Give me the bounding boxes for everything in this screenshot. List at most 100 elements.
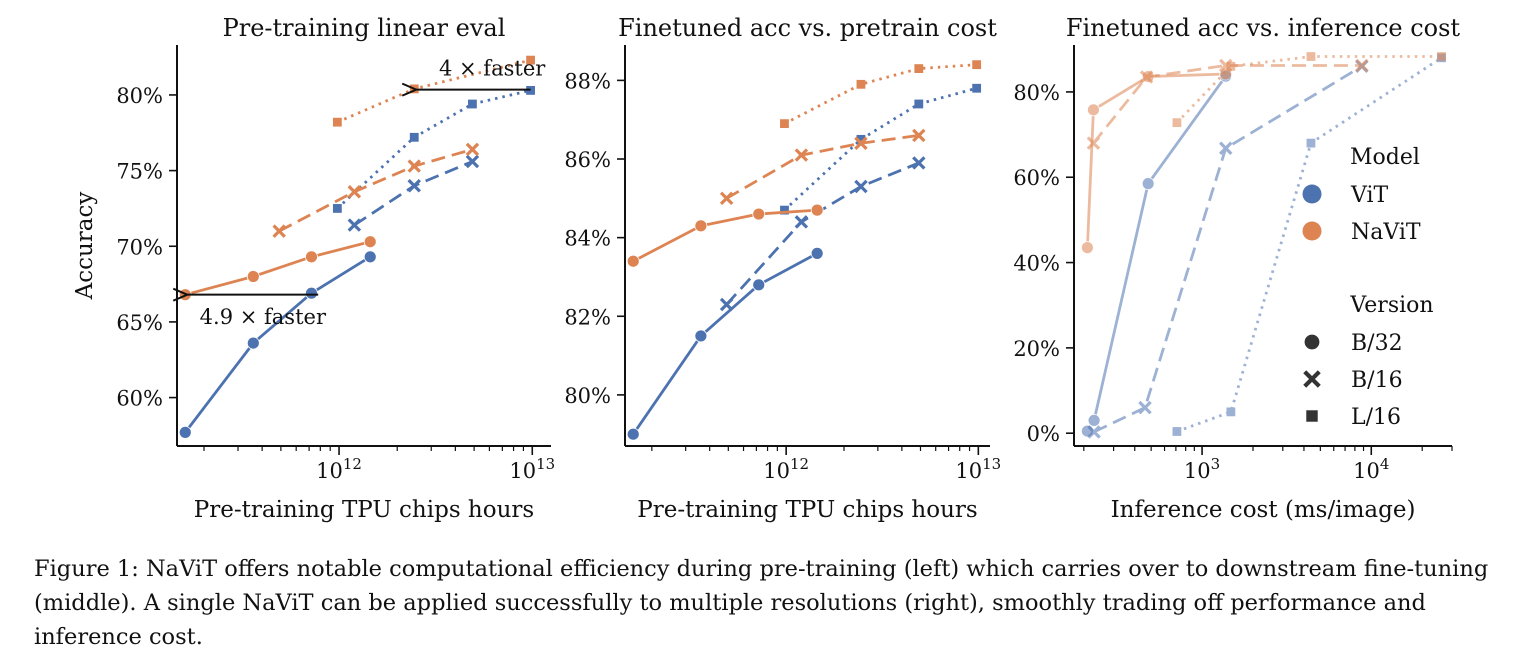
series-navit-b16 [272, 142, 480, 238]
data-point [246, 336, 260, 350]
y-tick-label: 0% [1027, 422, 1060, 446]
y-tick-label: 88% [564, 69, 611, 93]
y-tick-label: 60% [116, 387, 163, 411]
x-tick-label: 103 [1184, 455, 1220, 483]
y-tick-label: 82% [564, 305, 611, 329]
data-point [626, 254, 640, 268]
series-vit-b32 [178, 250, 377, 439]
data-point [856, 134, 866, 144]
series-line [725, 161, 920, 306]
data-point [810, 203, 824, 217]
legend-title-model: Model [1350, 145, 1420, 170]
data-point [332, 117, 342, 127]
series-line [184, 240, 371, 297]
data-point [1226, 61, 1236, 71]
data-point [305, 250, 318, 264]
series-vit-b16 [347, 154, 480, 232]
legend-label-vit: ViT [1350, 183, 1389, 208]
data-point [305, 286, 318, 300]
data-point [752, 207, 766, 221]
legend-marker-navit [1302, 221, 1322, 241]
data-point [912, 128, 926, 143]
series-vit-b32 [1080, 69, 1233, 438]
data-point [854, 136, 868, 151]
series-vit-l16 [780, 83, 982, 215]
series-line [278, 148, 473, 233]
series-line [1093, 65, 1363, 434]
legend-marker-l16 [1306, 410, 1318, 422]
figure-label: Figure 1: [34, 556, 139, 582]
y-tick-label: 80% [564, 384, 611, 408]
y-tick-label: 60% [1013, 166, 1060, 190]
legend-marker-b16 [1303, 370, 1321, 388]
data-point [468, 99, 477, 109]
data-point [526, 55, 535, 65]
y-tick-label: 86% [564, 148, 611, 172]
series-navit-b32 [178, 235, 377, 302]
data-point [694, 329, 708, 343]
y-tick-label: 20% [1013, 337, 1060, 361]
data-point [972, 60, 982, 70]
chart-panel-2: Finetuned acc vs. pretrain cost 80% 82% 84%… [564, 14, 1001, 523]
series-vit-b16 [1087, 59, 1369, 439]
series-vit-b16 [719, 156, 926, 312]
data-point [363, 250, 377, 264]
series-navit-b16 [719, 128, 926, 206]
legend-label-navit: NaViT [1351, 220, 1421, 245]
data-point [1172, 427, 1182, 436]
data-point [1080, 241, 1094, 255]
data-point [409, 132, 419, 142]
data-point [465, 154, 480, 169]
series-line [353, 160, 473, 227]
data-point [178, 425, 192, 439]
data-point [794, 148, 809, 162]
legend: Model ViT NaViT Version B/32 B/16 L/16 [1302, 145, 1434, 430]
data-point [407, 159, 421, 173]
data-point [794, 215, 809, 229]
caption-text: NaViT offers notable computational effic… [34, 556, 1489, 650]
y-tick-label: 40% [1013, 252, 1060, 276]
series-navit-l16 [1172, 52, 1446, 128]
series-line [1092, 64, 1362, 144]
y-axis-label: Accuracy [72, 192, 98, 301]
series-navit-l16 [780, 60, 982, 129]
series-line [1086, 75, 1227, 432]
data-point [1219, 67, 1233, 81]
series-vit-b32 [626, 246, 824, 441]
chart-panel-3: Finetuned acc vs. inference cost 0% 20% 40%… [1013, 14, 1460, 523]
data-point [912, 156, 926, 170]
figure-caption: Figure 1: NaViT offers notable computati… [34, 552, 1514, 654]
data-point [914, 64, 924, 73]
legend-title-version: Version [1349, 293, 1433, 318]
data-point [626, 427, 640, 441]
legend-label-l16: L/16 [1351, 405, 1401, 430]
figure-1-charts: Pre-training linear eval 60% 65% 70% 75% 80% 1… [72, 14, 1460, 523]
data-point [1138, 400, 1152, 415]
data-point [246, 270, 260, 283]
x-tick-label: 104 [1353, 455, 1389, 483]
y-tick-label: 80% [1013, 81, 1060, 105]
data-point [1437, 52, 1446, 61]
y-tick-label: 70% [116, 235, 163, 259]
data-point [1087, 425, 1101, 439]
data-point [854, 179, 868, 194]
data-point [347, 218, 362, 232]
data-point [347, 185, 362, 199]
data-point [780, 205, 789, 215]
x-tick-label: 1013 [955, 455, 1001, 483]
data-point [363, 235, 377, 249]
y-tick-label: 84% [564, 227, 611, 251]
data-point [1172, 118, 1182, 128]
chart-title: Finetuned acc vs. inference cost [1066, 14, 1461, 42]
legend-label-b16: B/16 [1351, 368, 1403, 393]
data-point [810, 246, 824, 260]
series-line [725, 134, 919, 200]
data-point [719, 191, 734, 206]
data-point [1086, 136, 1101, 150]
data-point [1139, 70, 1154, 84]
data-point [272, 224, 286, 238]
data-point [407, 178, 421, 193]
x-tick-label: 1012 [316, 455, 362, 483]
data-point [1141, 177, 1155, 191]
data-point [972, 83, 982, 93]
